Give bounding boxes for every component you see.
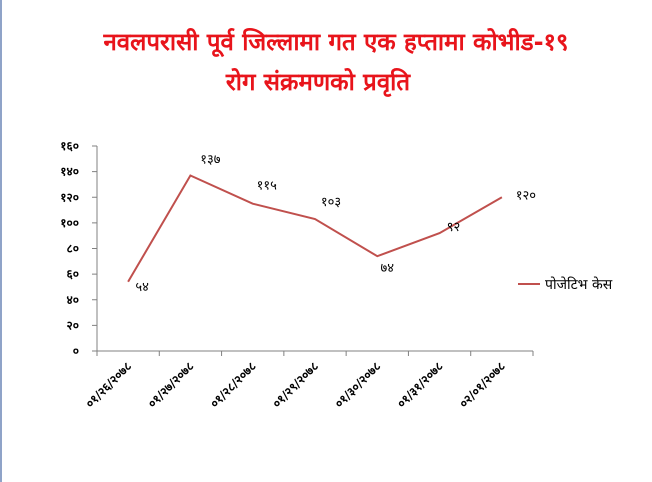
legend-label: पोजेटिभ केस — [545, 276, 613, 293]
y-tick-label: ८० — [67, 242, 79, 256]
data-labels: ५४ १३७ ११५ १०३ ७४ ९२ १२० — [135, 152, 536, 294]
data-label: १०३ — [321, 195, 341, 210]
data-label: १२० — [516, 188, 536, 203]
x-tick-label: ०१/२९/२०७८ — [270, 359, 321, 410]
chart-legend: पोजेटिभ केस — [518, 276, 613, 293]
y-tick-label: १२० — [60, 190, 79, 204]
x-axis-ticks: ०१/२६/२०७८ ०१/२७/२०७८ ०१/२८/२०७८ ०१/२९/२०७८… — [83, 351, 534, 411]
data-label: ५४ — [135, 280, 149, 295]
chart-title-line1: नवलपरासी पूर्व जिल्लामा गत एक हप्तामा को… — [103, 28, 569, 56]
y-tick-label: ६० — [67, 267, 79, 281]
y-tick-label: ० — [73, 344, 79, 358]
data-label: ७४ — [381, 261, 395, 276]
y-tick-label: १६० — [60, 139, 79, 153]
y-tick-label: १०० — [60, 216, 79, 230]
y-tick-label: २० — [67, 318, 79, 332]
y-axis-ticks: ० २० ४० ६० ८० १०० १२० १४० १६० — [60, 139, 97, 358]
data-label: ११५ — [257, 179, 278, 194]
y-tick-label: १४० — [60, 165, 79, 179]
x-tick-label: ०१/२८/२०७८ — [207, 359, 258, 410]
series-line-positive-cases — [127, 174, 503, 283]
x-tick-label: ०१/३१/२०७८ — [394, 359, 445, 410]
x-tick-label: ०२/०१/२०७८ — [457, 359, 508, 410]
chart-title-line2: रोग संक्रमणको प्रवृति — [225, 68, 411, 96]
x-tick-label: ०१/२६/२०७८ — [83, 359, 134, 410]
y-tick-label: ४० — [67, 293, 79, 307]
x-tick-label: ०१/२७/२०७८ — [145, 359, 196, 410]
data-label: १३७ — [200, 152, 221, 167]
x-tick-label: ०१/३०/२०७८ — [332, 359, 383, 410]
data-label: ९२ — [447, 220, 461, 235]
chart-axes — [96, 146, 533, 352]
window-edge — [0, 0, 2, 482]
chart-series — [127, 174, 503, 283]
